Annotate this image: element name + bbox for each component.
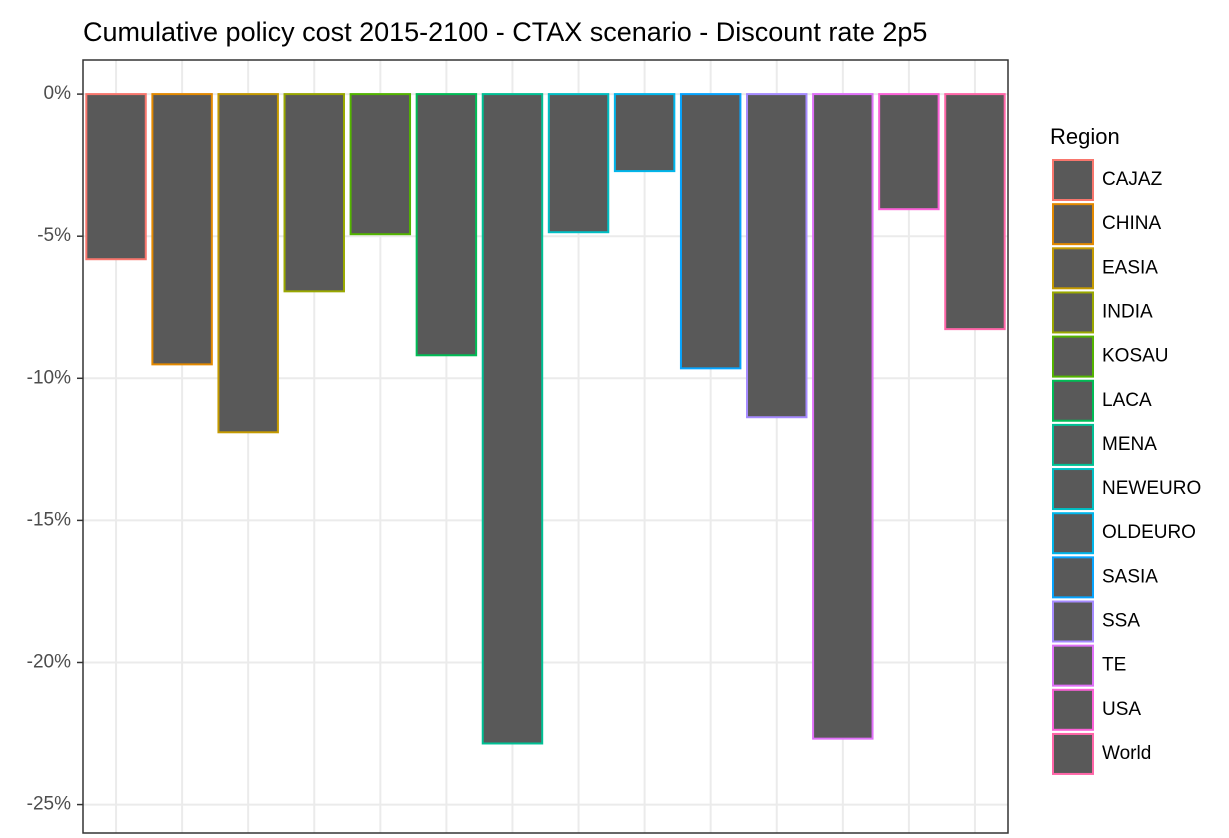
legend-label: INDIA [1102, 301, 1153, 322]
legend-label: EASIA [1102, 257, 1158, 278]
legend-key [1052, 732, 1094, 775]
y-tick-label: -10% [27, 367, 71, 388]
legend-key [1052, 688, 1094, 731]
legend-label: World [1102, 743, 1151, 764]
y-tick-label: -5% [37, 225, 71, 246]
bar [679, 93, 742, 370]
legend-key [1052, 335, 1094, 378]
bar [746, 93, 808, 419]
chart-title: Cumulative policy cost 2015-2100 - CTAX … [83, 17, 927, 47]
legend-key [1052, 512, 1094, 555]
bar [481, 93, 544, 745]
legend-label: LACA [1102, 390, 1152, 411]
legend-label: KOSAU [1102, 346, 1169, 367]
y-tick-label: -20% [27, 652, 71, 673]
legend-label: SSA [1102, 611, 1140, 632]
legend-key [1052, 556, 1094, 599]
bar [944, 93, 1006, 331]
legend-label: OLDEURO [1102, 522, 1196, 543]
bar [613, 93, 676, 173]
legend-label: SASIA [1102, 566, 1158, 587]
legend-label: MENA [1102, 434, 1157, 455]
y-tick-label: -15% [27, 509, 71, 530]
bar [85, 93, 147, 261]
bar [217, 93, 279, 434]
legend-label: CAJAZ [1102, 169, 1163, 190]
legend-key [1052, 379, 1094, 422]
legend-label: TE [1102, 655, 1126, 676]
legend-key [1052, 203, 1094, 246]
legend-label: CHINA [1102, 213, 1161, 234]
legend-key [1052, 600, 1094, 643]
legend-key [1052, 159, 1094, 201]
bar [283, 93, 345, 293]
bar [547, 93, 610, 234]
legend-label: USA [1102, 699, 1141, 720]
bar [878, 93, 940, 211]
panel-border [82, 59, 1009, 834]
legend-title: Region [1050, 124, 1120, 149]
bar [349, 93, 412, 236]
legend-key [1052, 247, 1094, 290]
legend-key [1052, 291, 1094, 334]
bar [812, 93, 874, 740]
legend-key [1052, 644, 1094, 687]
legend-key [1052, 468, 1094, 511]
y-tick-label: -25% [27, 794, 71, 815]
legend-key [1052, 423, 1094, 466]
legend-label: NEWEURO [1102, 478, 1201, 499]
bar [415, 93, 478, 357]
y-tick-label: 0% [44, 83, 72, 104]
bar [151, 93, 213, 366]
